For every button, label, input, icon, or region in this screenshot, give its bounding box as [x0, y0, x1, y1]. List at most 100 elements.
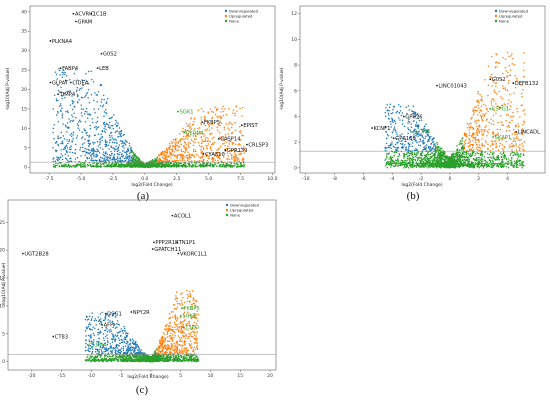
- data-point: [413, 149, 416, 151]
- data-point: [485, 125, 487, 127]
- data-point: [106, 153, 109, 155]
- data-point: [426, 152, 429, 155]
- data-point: [212, 165, 214, 168]
- data-point: [481, 115, 483, 117]
- data-point: [490, 157, 493, 159]
- data-point: [195, 150, 197, 153]
- data-point: [84, 147, 86, 150]
- data-point: [96, 148, 98, 150]
- data-point: [183, 141, 186, 143]
- data-point: [476, 148, 479, 151]
- data-point: [100, 133, 102, 135]
- data-point: [472, 108, 474, 110]
- data-point: [390, 159, 392, 162]
- data-point: [442, 155, 444, 157]
- data-point: [113, 114, 115, 116]
- data-point: [463, 151, 465, 153]
- data-point: [110, 153, 113, 155]
- data-point: [235, 105, 237, 107]
- data-point: [409, 145, 411, 148]
- data-point: [487, 110, 489, 113]
- data-point: [88, 136, 90, 138]
- data-point: [180, 143, 182, 146]
- data-point: [512, 151, 514, 154]
- data-point: [119, 151, 121, 154]
- data-point: [166, 158, 168, 160]
- data-point: [386, 161, 389, 163]
- data-point: [118, 127, 121, 129]
- data-point: [389, 144, 391, 147]
- data-point: [131, 150, 134, 152]
- data-point: [66, 110, 69, 112]
- data-point: [150, 165, 153, 168]
- data-point: [488, 159, 491, 162]
- data-point: [507, 103, 509, 105]
- data-point: [57, 112, 59, 114]
- data-point: [76, 93, 79, 96]
- data-point: [488, 128, 490, 131]
- x-tick-label: 7.5: [237, 176, 244, 182]
- data-point: [403, 157, 405, 159]
- data-point: [237, 165, 239, 167]
- data-point: [198, 160, 201, 162]
- data-point: [116, 130, 119, 132]
- data-point: [195, 138, 197, 141]
- data-point: [453, 160, 456, 163]
- data-point: [234, 129, 237, 132]
- data-point: [78, 89, 81, 91]
- data-point: [478, 132, 481, 134]
- data-point: [468, 126, 471, 129]
- data-point: [94, 141, 96, 144]
- data-point: [235, 143, 237, 145]
- data-point: [120, 163, 122, 166]
- data-point: [386, 103, 388, 106]
- data-point: [502, 124, 505, 126]
- data-point: [495, 103, 497, 105]
- data-point: [472, 132, 475, 135]
- data-point: [436, 147, 439, 150]
- data-point: [100, 163, 103, 165]
- data-point: [417, 157, 420, 159]
- data-point: [237, 163, 239, 166]
- data-point: [405, 161, 408, 164]
- data-point: [385, 142, 388, 145]
- data-point: [462, 137, 464, 139]
- data-point: [464, 134, 467, 137]
- data-point: [56, 149, 58, 152]
- data-point: [463, 153, 465, 155]
- data-point: [99, 138, 101, 141]
- data-point: [216, 165, 218, 167]
- data-point: [129, 144, 131, 147]
- data-point: [99, 163, 102, 165]
- data-point: [220, 116, 223, 119]
- legend-marker: [224, 9, 228, 13]
- data-point: [417, 165, 420, 167]
- data-point: [428, 153, 430, 156]
- data-point: [176, 162, 178, 165]
- data-point: [73, 112, 75, 114]
- data-point: [483, 130, 486, 133]
- data-point: [122, 150, 124, 152]
- data-point: [59, 91, 61, 93]
- data-point: [225, 141, 227, 144]
- data-point: [175, 164, 177, 166]
- data-point: [116, 148, 119, 150]
- data-point: [498, 145, 501, 147]
- data-point: [516, 77, 518, 79]
- data-point: [502, 72, 504, 75]
- data-point: [126, 157, 129, 159]
- data-point: [508, 126, 511, 128]
- data-point: [66, 122, 69, 124]
- data-point: [93, 156, 95, 158]
- data-point: [504, 155, 506, 157]
- y-tick-label: 5: [24, 145, 27, 151]
- data-point: [501, 159, 503, 161]
- data-point: [510, 55, 512, 57]
- data-point: [522, 148, 524, 150]
- data-point: [81, 143, 84, 145]
- data-point: [182, 166, 184, 168]
- data-point: [199, 165, 202, 168]
- data-point: [414, 155, 416, 158]
- data-point: [231, 158, 233, 160]
- data-point: [88, 113, 91, 116]
